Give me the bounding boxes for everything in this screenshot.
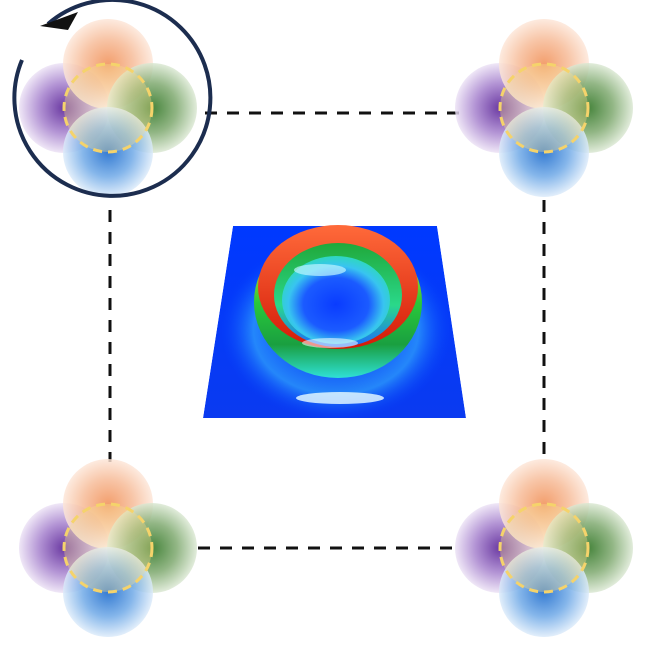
cluster-top-left [19, 19, 197, 197]
core-overlap [64, 64, 152, 152]
core-overlap [64, 504, 152, 592]
ring-surface-icon [203, 225, 466, 418]
cluster-bottom-right [455, 459, 633, 637]
dashed-core-circle [62, 502, 154, 594]
core-overlap [500, 64, 588, 152]
cluster-top-right [455, 19, 633, 197]
orbital-clusters [19, 19, 633, 637]
cluster-bottom-left [19, 459, 197, 637]
dashed-core-circle [62, 62, 154, 154]
counterclockwise-arrow-icon [12, 0, 213, 198]
ring-inner-well [282, 256, 390, 344]
dashed-core-circle [498, 62, 590, 154]
core-overlap [500, 504, 588, 592]
connector-lines [108, 111, 546, 550]
dashed-core-circle [498, 502, 590, 594]
